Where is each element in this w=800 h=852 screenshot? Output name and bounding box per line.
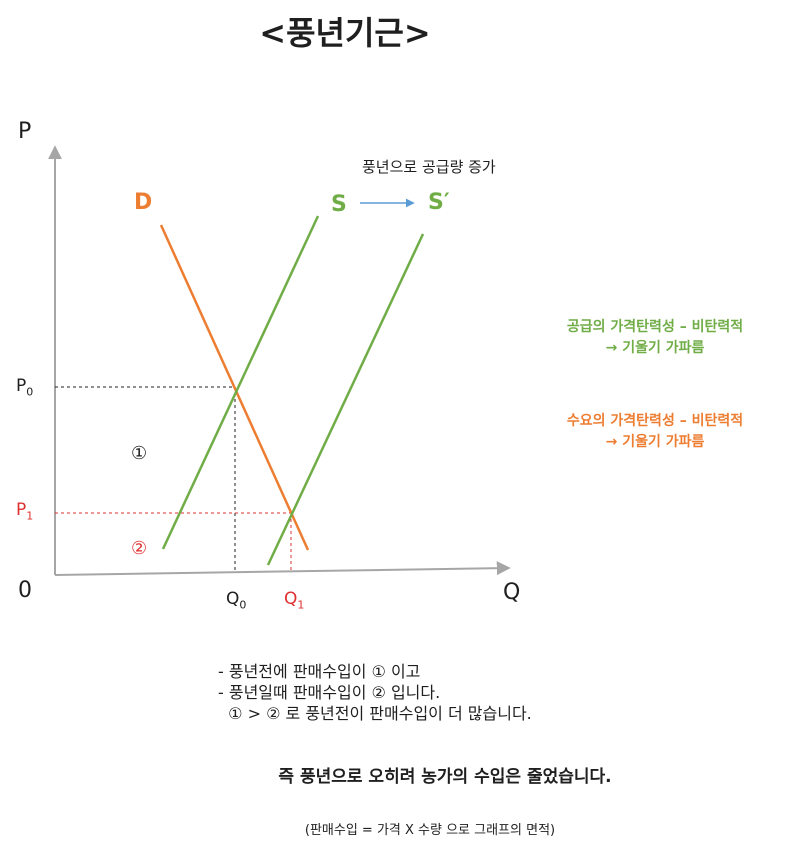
supply-curve <box>161 215 320 550</box>
p1-label: P1 <box>16 500 34 523</box>
footnote: (판매수입 = 가격 X 수량 으로 그래프의 면적) <box>304 823 556 838</box>
y-axis-label: P <box>18 119 32 144</box>
x-axis <box>54 561 511 576</box>
supply-shifted-curve <box>266 233 425 566</box>
shift-note: 풍년으로 공급량 증가 <box>362 158 496 176</box>
demand-elasticity-note: 수요의 가격탄력성 – 비탄력적 → 기울기 가파름 <box>566 413 744 450</box>
demand-label: D <box>134 190 153 215</box>
demand-curve <box>159 224 310 551</box>
x-axis-label: Q <box>503 580 521 605</box>
q0-label: Q0 <box>226 589 247 612</box>
supply-elasticity-note: 공급의 가격탄력성 – 비탄력적 → 기울기 가파름 <box>566 319 744 356</box>
description-line-3: ① > ② 로 풍년전이 판매수입이 더 많습니다. <box>218 704 532 723</box>
origin-label: 0 <box>18 578 32 603</box>
page-title: <풍년기근> <box>259 14 431 52</box>
description-line-2: - 풍년일때 판매수입이 ② 입니다. <box>218 683 441 702</box>
q1-label: Q1 <box>284 589 305 612</box>
supply-label: S <box>331 192 347 217</box>
p0-label: P0 <box>16 376 34 399</box>
description-line-1: - 풍년전에 판매수입이 ① 이고 <box>218 662 421 681</box>
conclusion: 즉 풍년으로 오히려 농가의 수입은 줄었습니다. <box>278 767 612 787</box>
supply-shifted-label: S′ <box>428 190 450 215</box>
description: - 풍년전에 판매수입이 ① 이고 - 풍년일때 판매수입이 ② 입니다. ① … <box>218 661 532 724</box>
area-2-marker: ② <box>131 538 148 559</box>
area-1-marker: ① <box>131 443 148 464</box>
